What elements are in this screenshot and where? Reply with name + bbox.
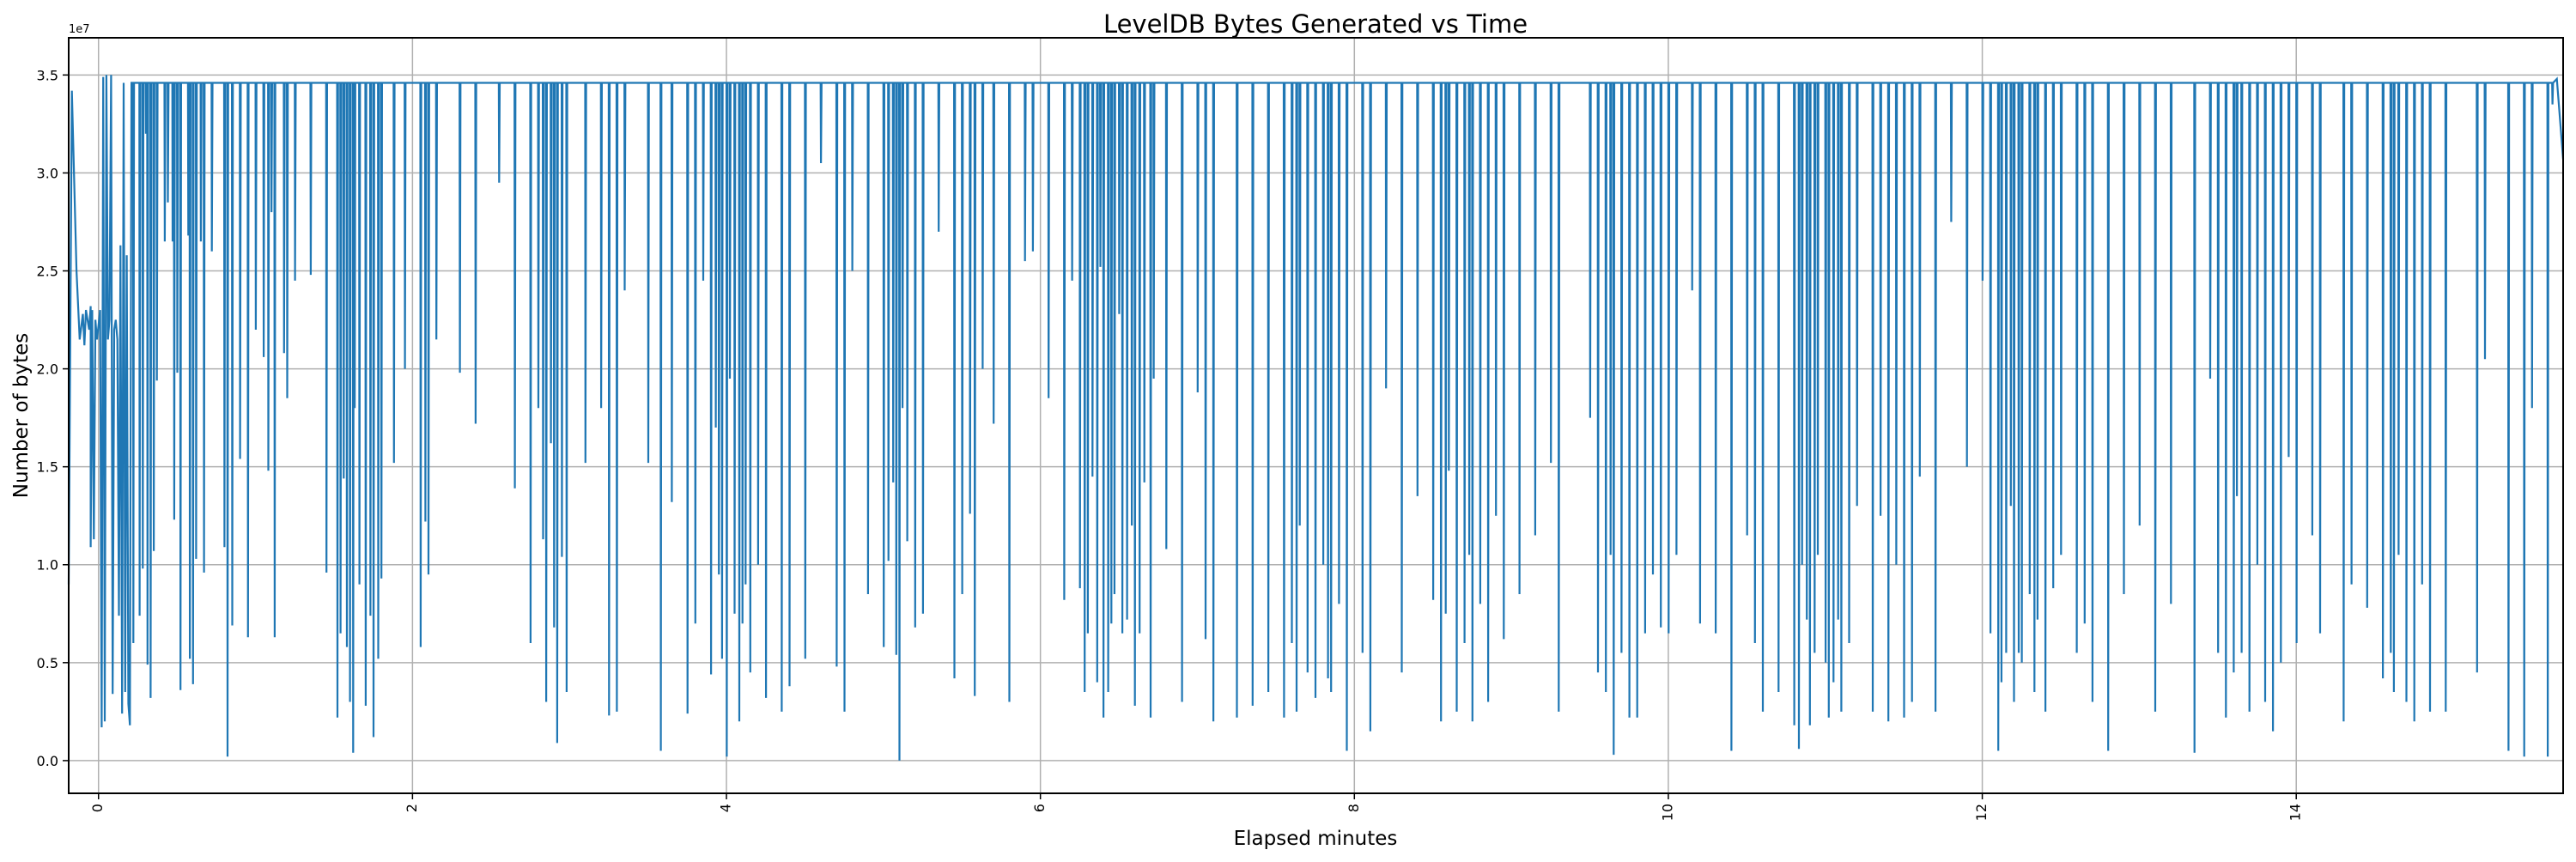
x-tick-label: 0 [89, 804, 106, 812]
x-tick-label: 2 [404, 804, 420, 812]
axis-ticks: 0 2 4 6 8 10 12 14 0.0 0.5 1.0 1.5 2.0 2.5 3.0 3.5 [37, 67, 2304, 821]
x-tick-label: 4 [718, 804, 734, 812]
series-line-bytes [67, 75, 2565, 761]
x-tick-label: 14 [2287, 804, 2304, 821]
y-tick-label: 3.0 [37, 165, 58, 181]
plot-frame [68, 37, 2564, 794]
y-tick-label: 1.5 [37, 459, 58, 476]
x-tick-label: 6 [1031, 804, 1048, 812]
y-axis-label: Number of bytes [10, 333, 33, 499]
x-tick-label: 10 [1659, 804, 1675, 821]
chart-title: LevelDB Bytes Generated vs Time [1103, 9, 1528, 39]
x-tick-label: 8 [1346, 804, 1362, 812]
y-tick-label: 0.5 [37, 655, 58, 671]
y-offset-label: 1e7 [69, 23, 90, 36]
series-line-group [67, 75, 2565, 761]
y-tick-label: 2.0 [37, 361, 58, 378]
x-axis-label: Elapsed minutes [1234, 828, 1398, 850]
y-tick-label: 2.5 [37, 264, 58, 280]
y-tick-label: 1.0 [37, 557, 58, 574]
x-tick-label: 12 [1973, 804, 1990, 821]
y-tick-label: 3.5 [37, 67, 58, 83]
y-tick-label: 0.0 [37, 753, 58, 769]
